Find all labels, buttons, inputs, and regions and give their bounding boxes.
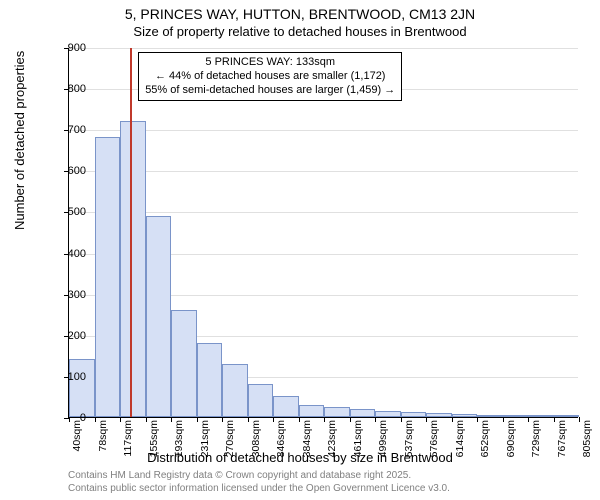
x-tick-mark: [146, 417, 147, 422]
x-tick-mark: [554, 417, 555, 422]
histogram-bar: [197, 343, 223, 417]
x-tick-mark: [401, 417, 402, 422]
x-tick-mark: [579, 417, 580, 422]
histogram-bar: [477, 415, 503, 417]
y-tick-label: 100: [36, 371, 86, 383]
annotation-line-3: 55% of semi-detached houses are larger (…: [145, 84, 395, 98]
y-tick-label: 200: [36, 330, 86, 342]
y-tick-label: 800: [36, 83, 86, 95]
histogram-bar: [273, 396, 299, 417]
x-tick-mark: [222, 417, 223, 422]
marker-line: [130, 48, 132, 417]
histogram-bar: [248, 384, 274, 417]
x-tick-mark: [375, 417, 376, 422]
credit-text: Contains HM Land Registry data © Crown c…: [68, 470, 450, 495]
histogram-bar: [95, 137, 121, 417]
y-tick-label: 300: [36, 289, 86, 301]
credit-line-1: Contains HM Land Registry data © Crown c…: [68, 470, 450, 483]
x-tick-mark: [248, 417, 249, 422]
x-tick-mark: [350, 417, 351, 422]
histogram-bar: [171, 310, 197, 417]
y-tick-label: 900: [36, 42, 86, 54]
x-tick-mark: [528, 417, 529, 422]
histogram-bar: [120, 121, 146, 417]
x-tick-mark: [95, 417, 96, 422]
histogram-bar: [324, 407, 350, 417]
histogram-bar: [452, 414, 478, 417]
y-tick-label: 700: [36, 124, 86, 136]
chart-area: 40sqm78sqm117sqm155sqm193sqm231sqm270sqm…: [68, 48, 578, 418]
x-tick-mark: [171, 417, 172, 422]
x-tick-mark: [273, 417, 274, 422]
title-main: 5, PRINCES WAY, HUTTON, BRENTWOOD, CM13 …: [0, 6, 600, 22]
histogram-bar: [401, 412, 427, 417]
x-tick-mark: [324, 417, 325, 422]
x-tick-mark: [452, 417, 453, 422]
x-tick-mark: [426, 417, 427, 422]
histogram-bar: [222, 364, 248, 417]
x-tick-mark: [477, 417, 478, 422]
grid-line: [69, 48, 578, 49]
y-tick-label: 0: [36, 412, 86, 424]
credit-line-2: Contains public sector information licen…: [68, 483, 450, 496]
annotation-line-1: 5 PRINCES WAY: 133sqm: [145, 56, 395, 70]
annotation-line-2: ← 44% of detached houses are smaller (1,…: [145, 70, 395, 84]
histogram-bar: [503, 415, 529, 417]
x-tick-mark: [120, 417, 121, 422]
histogram-bar: [69, 359, 95, 417]
histogram-bar: [146, 216, 172, 417]
plot-region: 40sqm78sqm117sqm155sqm193sqm231sqm270sqm…: [68, 48, 578, 418]
y-tick-label: 600: [36, 165, 86, 177]
x-axis-label: Distribution of detached houses by size …: [0, 450, 600, 465]
title-sub: Size of property relative to detached ho…: [0, 24, 600, 39]
histogram-bar: [528, 415, 554, 417]
x-tick-mark: [503, 417, 504, 422]
annotation-box: 5 PRINCES WAY: 133sqm← 44% of detached h…: [138, 52, 402, 101]
histogram-bar: [375, 411, 401, 417]
histogram-bar: [554, 415, 580, 417]
y-tick-label: 400: [36, 248, 86, 260]
histogram-bar: [299, 405, 325, 417]
y-tick-label: 500: [36, 206, 86, 218]
y-axis-label: Number of detached properties: [12, 51, 27, 230]
histogram-bar: [426, 413, 452, 417]
x-tick-mark: [197, 417, 198, 422]
histogram-bar: [350, 409, 376, 417]
x-tick-mark: [299, 417, 300, 422]
